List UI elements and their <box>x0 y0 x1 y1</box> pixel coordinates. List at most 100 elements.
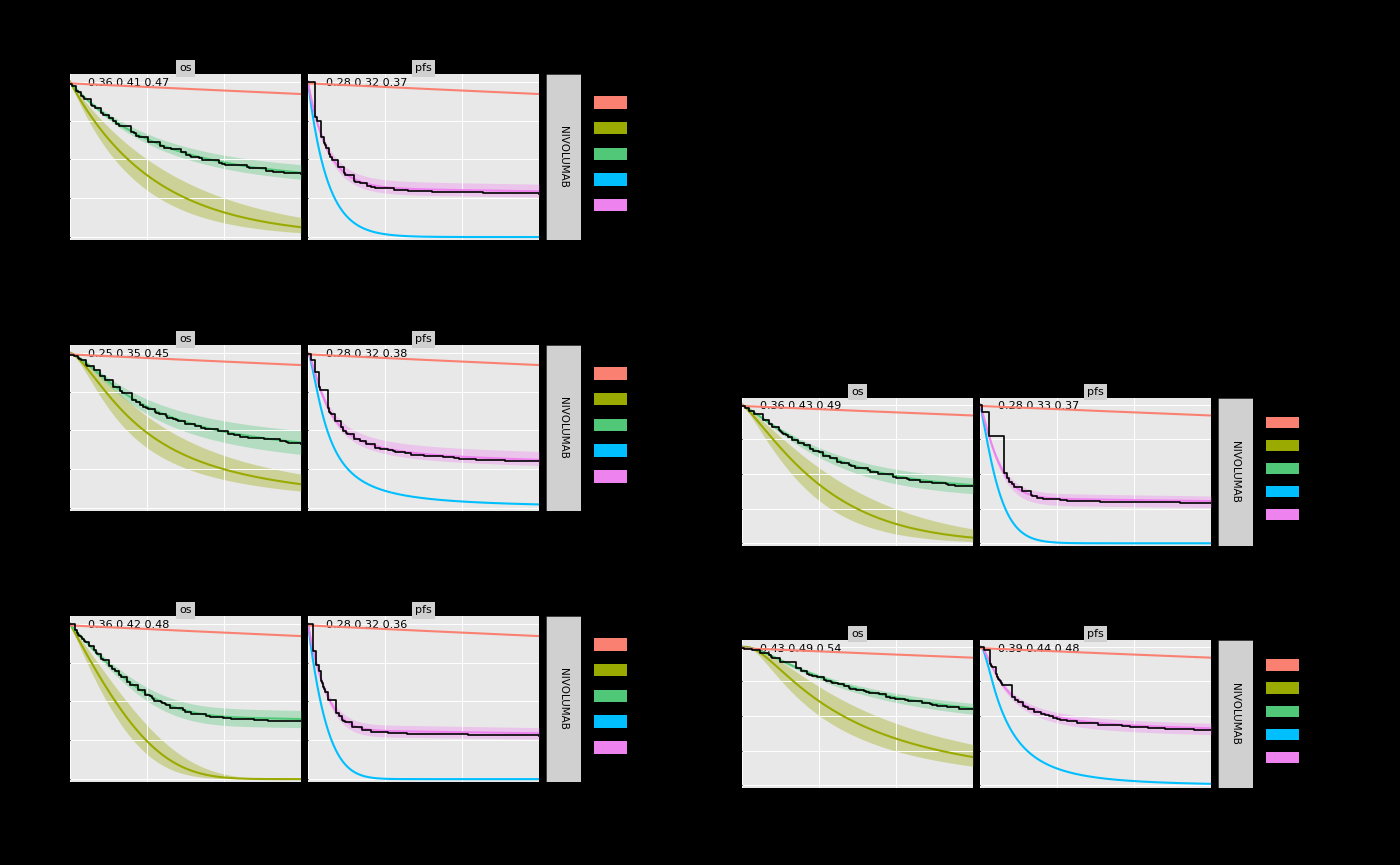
Text: NIVOLUMAB: NIVOLUMAB <box>1231 441 1240 503</box>
X-axis label: month: month <box>168 265 203 275</box>
Text: 0.25 0.35 0.45: 0.25 0.35 0.45 <box>88 349 169 359</box>
FancyBboxPatch shape <box>594 715 627 727</box>
FancyBboxPatch shape <box>1266 728 1299 740</box>
Title: os: os <box>179 334 192 344</box>
Y-axis label: Survival: Survival <box>696 691 706 737</box>
Text: S_bg: S_bg <box>636 368 662 379</box>
Text: d): d) <box>708 380 727 394</box>
X-axis label: month: month <box>168 807 203 817</box>
Text: S_os_pred: S_os_pred <box>636 420 692 430</box>
Title: pfs: pfs <box>416 63 431 74</box>
FancyBboxPatch shape <box>594 445 627 457</box>
Text: type: type <box>1270 644 1298 657</box>
X-axis label: month: month <box>406 265 441 275</box>
Text: c): c) <box>38 598 53 612</box>
Text: S_bg: S_bg <box>636 97 662 108</box>
FancyBboxPatch shape <box>594 470 627 483</box>
Text: S_pfs: S_pfs <box>636 174 665 185</box>
FancyBboxPatch shape <box>594 638 627 650</box>
FancyBboxPatch shape <box>594 393 627 406</box>
Text: type: type <box>598 621 626 634</box>
FancyBboxPatch shape <box>594 199 627 212</box>
Title: pfs: pfs <box>1088 387 1103 397</box>
FancyBboxPatch shape <box>1266 682 1299 694</box>
X-axis label: month: month <box>840 813 875 823</box>
Text: NIVOLUMAB: NIVOLUMAB <box>559 126 568 188</box>
FancyBboxPatch shape <box>1266 659 1299 670</box>
Text: S_pfs: S_pfs <box>636 716 665 727</box>
Text: S_os_pred: S_os_pred <box>1308 706 1364 716</box>
X-axis label: month: month <box>406 807 441 817</box>
Title: os: os <box>851 387 864 397</box>
X-axis label: month: month <box>1078 571 1113 580</box>
Title: pfs: pfs <box>416 334 431 344</box>
Title: pfs: pfs <box>416 606 431 615</box>
FancyBboxPatch shape <box>1266 752 1299 763</box>
Text: S_os: S_os <box>636 123 661 133</box>
FancyBboxPatch shape <box>594 173 627 186</box>
Text: 0.36 0.42 0.48: 0.36 0.42 0.48 <box>88 620 169 631</box>
Text: type: type <box>598 350 626 363</box>
Text: S_bg: S_bg <box>1308 418 1334 428</box>
Text: 0.28 0.32 0.36: 0.28 0.32 0.36 <box>326 620 407 631</box>
FancyBboxPatch shape <box>594 741 627 753</box>
X-axis label: month: month <box>840 571 875 580</box>
Y-axis label: Survival: Survival <box>24 134 34 180</box>
Title: pfs: pfs <box>1088 629 1103 639</box>
Y-axis label: Survival: Survival <box>24 406 34 451</box>
Text: e): e) <box>708 622 727 637</box>
FancyBboxPatch shape <box>594 367 627 380</box>
FancyBboxPatch shape <box>594 122 627 134</box>
Title: os: os <box>851 629 864 639</box>
X-axis label: month: month <box>406 535 441 546</box>
X-axis label: month: month <box>1078 813 1113 823</box>
FancyBboxPatch shape <box>594 148 627 160</box>
Text: S_os: S_os <box>636 394 661 405</box>
Text: 0.28 0.32 0.37: 0.28 0.32 0.37 <box>326 78 407 88</box>
Text: a): a) <box>36 55 55 71</box>
Title: os: os <box>179 63 192 74</box>
Y-axis label: Survival: Survival <box>24 676 34 721</box>
Text: S_pfs_pred: S_pfs_pred <box>1308 752 1368 763</box>
FancyBboxPatch shape <box>594 96 627 108</box>
Text: S_pfs: S_pfs <box>1308 728 1337 740</box>
FancyBboxPatch shape <box>1266 417 1299 428</box>
Text: b): b) <box>36 327 55 342</box>
X-axis label: month: month <box>168 535 203 546</box>
FancyBboxPatch shape <box>1266 486 1299 497</box>
Text: S_os_pred: S_os_pred <box>1308 464 1364 474</box>
Y-axis label: Survival: Survival <box>696 449 706 495</box>
Text: S_pfs: S_pfs <box>636 445 665 456</box>
FancyBboxPatch shape <box>594 419 627 431</box>
Text: S_os_pred: S_os_pred <box>636 148 692 159</box>
Text: type: type <box>598 79 626 92</box>
FancyBboxPatch shape <box>1266 706 1299 716</box>
Title: os: os <box>179 606 192 615</box>
Text: S_bg: S_bg <box>1308 660 1334 670</box>
Text: 0.28 0.32 0.38: 0.28 0.32 0.38 <box>326 349 407 359</box>
Text: S_pfs: S_pfs <box>1308 486 1337 497</box>
FancyBboxPatch shape <box>594 689 627 702</box>
Text: 0.36 0.41 0.47: 0.36 0.41 0.47 <box>88 78 169 88</box>
Text: NIVOLUMAB: NIVOLUMAB <box>559 397 568 459</box>
FancyBboxPatch shape <box>1266 464 1299 474</box>
FancyBboxPatch shape <box>1266 509 1299 521</box>
Text: S_os_pred: S_os_pred <box>636 690 692 702</box>
FancyBboxPatch shape <box>594 663 627 676</box>
Text: 0.36 0.43 0.49: 0.36 0.43 0.49 <box>760 401 841 412</box>
Text: type: type <box>1270 402 1298 415</box>
Text: NIVOLUMAB: NIVOLUMAB <box>559 669 568 730</box>
Text: 0.43 0.49 0.54: 0.43 0.49 0.54 <box>760 644 841 654</box>
Text: NIVOLUMAB: NIVOLUMAB <box>1231 683 1240 745</box>
Text: S_pfs_pred: S_pfs_pred <box>636 200 696 211</box>
FancyBboxPatch shape <box>1266 440 1299 452</box>
Text: S_pfs_pred: S_pfs_pred <box>1308 509 1368 521</box>
Text: S_os: S_os <box>1308 440 1333 452</box>
Text: 0.28 0.33 0.37: 0.28 0.33 0.37 <box>998 401 1079 412</box>
Text: 0.39 0.44 0.48: 0.39 0.44 0.48 <box>998 644 1079 654</box>
Text: S_os: S_os <box>1308 682 1333 694</box>
Text: S_pfs_pred: S_pfs_pred <box>636 742 696 753</box>
Text: S_bg: S_bg <box>636 639 662 650</box>
Text: S_os: S_os <box>636 664 661 676</box>
Text: S_pfs_pred: S_pfs_pred <box>636 471 696 482</box>
